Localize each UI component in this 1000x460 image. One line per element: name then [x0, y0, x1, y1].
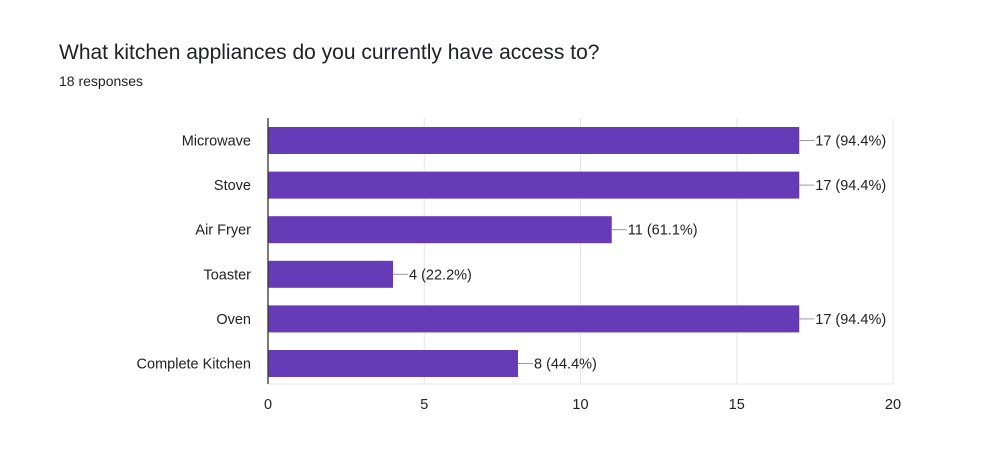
- category-label-toaster: Toaster: [203, 267, 251, 283]
- x-tick-label: 20: [885, 397, 901, 413]
- bar-stove[interactable]: [268, 171, 800, 199]
- bar-toaster[interactable]: [268, 260, 393, 288]
- bar-microwave[interactable]: [268, 127, 800, 154]
- category-label-oven: Oven: [216, 312, 251, 328]
- bar-oven[interactable]: [268, 305, 800, 333]
- value-label-microwave: 17 (94.4%): [815, 134, 886, 150]
- value-label-complete-kitchen: 8 (44.4%): [534, 357, 597, 373]
- bar-air-fryer[interactable]: [268, 216, 612, 244]
- bar-complete-kitchen[interactable]: [268, 350, 518, 377]
- value-label-stove: 17 (94.4%): [815, 178, 886, 194]
- value-label-oven: 17 (94.4%): [815, 312, 886, 328]
- category-label-stove: Stove: [214, 178, 251, 194]
- x-tick-label: 10: [572, 397, 588, 413]
- value-label-toaster: 4 (22.2%): [409, 267, 472, 283]
- chart-title: What kitchen appliances do you currently…: [59, 41, 600, 64]
- x-tick-label: 0: [264, 397, 272, 413]
- x-tick-label: 5: [420, 397, 428, 413]
- x-tick-label: 15: [729, 397, 745, 413]
- value-label-air-fryer: 11 (61.1%): [628, 223, 698, 239]
- category-label-microwave: Microwave: [182, 134, 251, 150]
- category-label-complete-kitchen: Complete Kitchen: [137, 357, 251, 373]
- response-count: 18 responses: [59, 73, 144, 89]
- category-label-air-fryer: Air Fryer: [195, 223, 251, 239]
